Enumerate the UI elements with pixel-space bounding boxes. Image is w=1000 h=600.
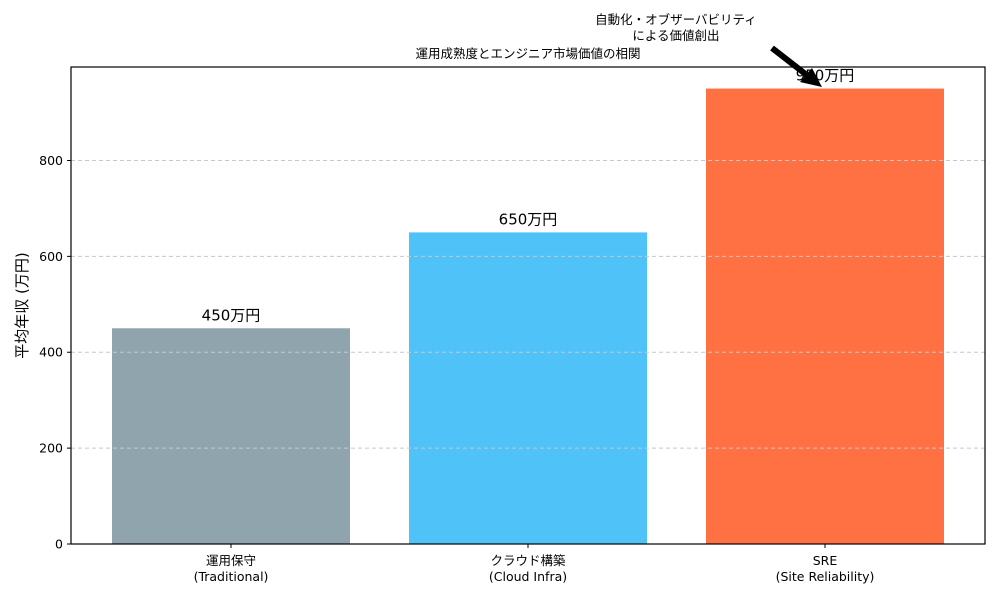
chart-title: 運用成熟度とエンジニア市場価値の相関 <box>415 46 640 61</box>
bar-value-label: 650万円 <box>499 210 558 228</box>
bar <box>112 328 350 544</box>
bar <box>706 88 944 544</box>
plot-area: 450万円650万円950万円0200400600800運用保守(Traditi… <box>13 12 986 584</box>
y-tick-label: 600 <box>39 249 63 264</box>
bar <box>409 232 647 544</box>
x-tick-label: クラウド構築 <box>490 553 566 568</box>
annotation-text: 自動化・オブザーバビリティ <box>595 12 757 27</box>
bar-value-label: 450万円 <box>202 306 261 324</box>
annotation-text: による価値創出 <box>632 28 719 43</box>
y-tick-label: 400 <box>39 345 63 360</box>
x-tick-label: (Traditional) <box>194 569 269 584</box>
x-tick-label: SRE <box>813 553 838 568</box>
y-tick-label: 0 <box>55 537 63 552</box>
annotation-arrow-head <box>800 68 822 87</box>
x-tick-label: 運用保守 <box>206 553 256 568</box>
y-axis-label: 平均年収 (万円) <box>13 252 31 358</box>
y-tick-label: 800 <box>39 153 63 168</box>
y-tick-label: 200 <box>39 441 63 456</box>
x-tick-label: (Cloud Infra) <box>489 569 567 584</box>
x-tick-label: (Site Reliability) <box>776 569 875 584</box>
annotation-arrow-shaft <box>770 45 810 79</box>
